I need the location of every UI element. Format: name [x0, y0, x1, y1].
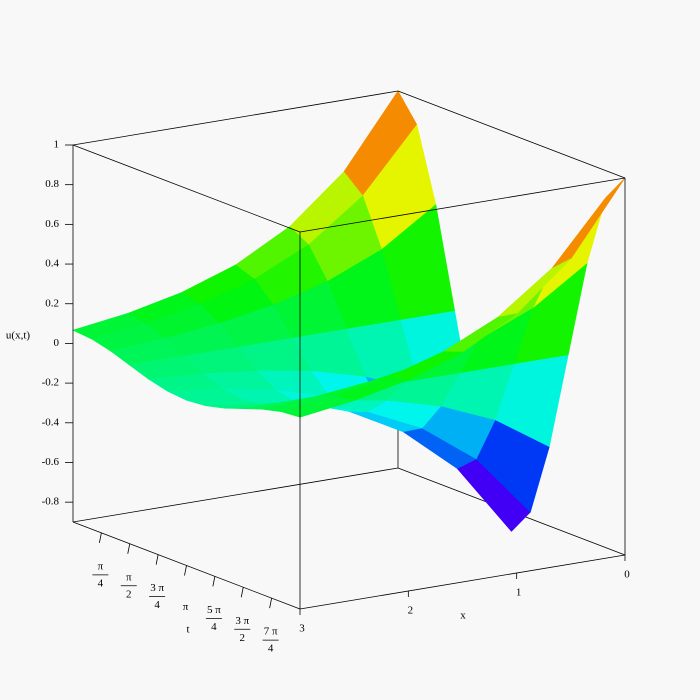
- z-tick-label: 0.4: [45, 258, 59, 270]
- t-axis-label: t: [186, 624, 189, 636]
- z-tick-label: 0.6: [45, 218, 59, 230]
- t-tick: [240, 587, 244, 598]
- z-tick-label: 0.2: [45, 297, 59, 309]
- t-tick-numerator: 7 π: [264, 626, 278, 638]
- z-tick-label: 0.8: [45, 178, 59, 190]
- z-tick-label: -0.8: [42, 496, 60, 508]
- box-edge: [299, 177, 626, 233]
- x-tick-label: 3: [299, 623, 305, 635]
- t-tick-denominator: 4: [154, 599, 160, 611]
- t-tick: [269, 598, 273, 609]
- x-tick-label: 0: [624, 569, 630, 581]
- t-tick-denominator: 2: [126, 588, 132, 600]
- t-tick: [184, 565, 187, 576]
- z-tick-label: -0.4: [42, 416, 60, 428]
- x-tick-label: 2: [408, 605, 414, 617]
- box-edge: [72, 467, 399, 523]
- box-edge: [72, 144, 301, 233]
- t-tick: [155, 554, 159, 565]
- x-axis-label: x: [460, 610, 466, 622]
- t-tick: [127, 543, 131, 554]
- z-tick-label: 0: [54, 337, 60, 349]
- t-tick: [212, 576, 216, 587]
- box-edge: [72, 90, 399, 146]
- z-tick-label: -0.6: [42, 456, 60, 468]
- t-tick: [98, 532, 102, 543]
- z-axis-label: u(x,t): [6, 330, 30, 342]
- box-edge: [397, 90, 626, 179]
- t-tick-numerator: 3 π: [235, 615, 249, 627]
- t-tick-denominator: 2: [240, 632, 246, 644]
- t-tick-numerator: π: [126, 571, 132, 583]
- t-tick-label: π: [183, 601, 189, 613]
- t-tick-numerator: 3 π: [150, 582, 164, 594]
- box-edge: [299, 554, 626, 610]
- t-tick-denominator: 4: [211, 621, 217, 633]
- z-tick-label: 1: [54, 139, 60, 151]
- t-tick-numerator: π: [98, 560, 104, 572]
- z-tick-label: -0.2: [42, 377, 59, 389]
- x-tick-label: 1: [516, 587, 522, 599]
- t-tick-denominator: 4: [268, 643, 274, 655]
- t-tick-numerator: 5 π: [207, 604, 221, 616]
- t-tick-denominator: 4: [98, 577, 104, 589]
